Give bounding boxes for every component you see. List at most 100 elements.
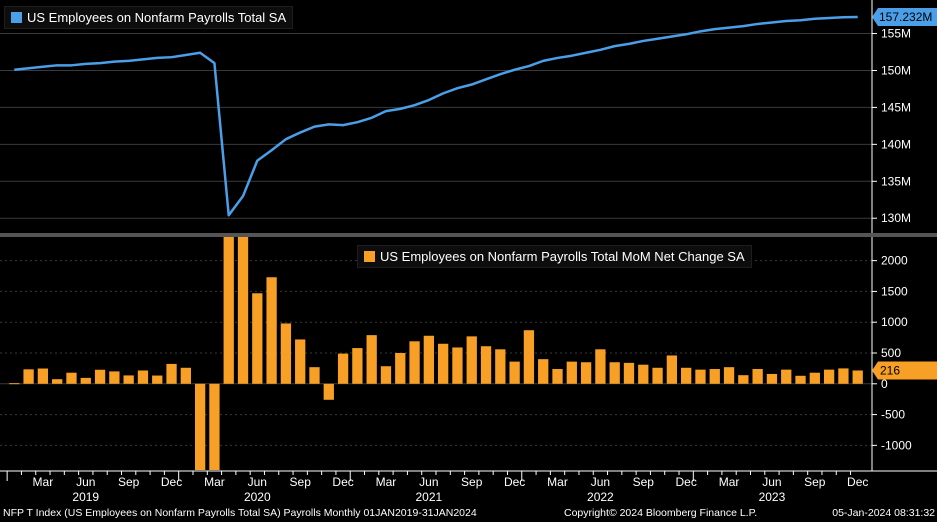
last-value-label-bar: 216 <box>880 363 900 377</box>
legend-label-line: US Employees on Nonfarm Payrolls Total S… <box>27 10 287 25</box>
bar <box>681 367 692 384</box>
legend-line-series: US Employees on Nonfarm Payrolls Total S… <box>4 6 294 29</box>
x-tick-label: Mar <box>719 475 740 489</box>
bar <box>480 346 492 384</box>
last-value-label-line: 157.232M <box>879 10 932 24</box>
bar <box>194 383 206 470</box>
bar <box>166 363 177 384</box>
bar <box>795 375 806 384</box>
bar <box>595 349 606 384</box>
line-path <box>14 15 858 217</box>
bar <box>137 370 149 384</box>
bar <box>409 341 420 384</box>
x-tick-label: Dec <box>504 475 525 489</box>
legend-bar-series: US Employees on Nonfarm Payrolls Total M… <box>357 245 752 268</box>
bar-series <box>9 236 863 470</box>
bar <box>709 369 720 384</box>
x-tick-label: Dec <box>675 475 696 489</box>
x-tick-label: Sep <box>118 475 140 489</box>
bar <box>638 364 649 384</box>
y-tick-label: 1500 <box>881 284 908 298</box>
bar <box>152 375 163 384</box>
bar <box>523 330 535 384</box>
bar <box>66 372 77 384</box>
bar <box>695 369 706 384</box>
bar <box>366 335 377 384</box>
x-tick-label: Sep <box>461 475 483 489</box>
y-tick-label: 2000 <box>881 254 908 268</box>
x-tick-label: Jun <box>591 475 610 489</box>
bar <box>9 383 20 385</box>
bar <box>395 353 406 384</box>
bar <box>237 236 249 384</box>
y-tick-label: 130M <box>881 211 911 225</box>
y-tick-label: 135M <box>881 174 911 188</box>
bar <box>823 369 835 384</box>
bar <box>781 369 792 384</box>
bar <box>52 379 63 384</box>
bar <box>337 353 349 384</box>
x-tick-label: Dec <box>332 475 353 489</box>
footer-ticker-info: NFP T Index (US Employees on Nonfarm Pay… <box>3 507 477 519</box>
bar <box>723 367 735 384</box>
x-year-label: 2020 <box>244 490 271 504</box>
x-tick-label: Sep <box>633 475 655 489</box>
bar <box>652 367 663 384</box>
legend-swatch-blue <box>11 12 22 23</box>
x-tick-label: Dec <box>161 475 182 489</box>
x-tick-label: Sep <box>804 475 826 489</box>
bar <box>109 371 120 384</box>
bar <box>838 368 849 384</box>
y-tick-label: 1000 <box>881 315 908 329</box>
bar <box>280 323 292 384</box>
top-y-ticks: 130M 135M 140M 145M 150M 155M <box>872 27 911 225</box>
bar <box>852 370 863 384</box>
bar <box>295 339 306 384</box>
bar <box>495 349 506 384</box>
x-tick-label: Mar <box>33 475 54 489</box>
last-value-tags: 157.232M 216 <box>872 8 937 380</box>
bar <box>580 362 592 384</box>
bar <box>380 366 392 384</box>
bar <box>738 375 749 384</box>
footer-timestamp: 05-Jan-2024 08:31:32 <box>832 507 935 519</box>
bar <box>323 383 334 400</box>
y-tick-label: 145M <box>881 100 911 114</box>
x-tick-label: Jun <box>76 475 95 489</box>
panel-divider <box>0 233 937 237</box>
y-tick-label: -1000 <box>881 438 912 452</box>
bar <box>423 335 434 384</box>
x-tick-label: Dec <box>847 475 868 489</box>
x-year-label: 2022 <box>587 490 614 504</box>
bar <box>552 369 563 384</box>
bar <box>309 367 320 384</box>
bar <box>623 362 635 384</box>
bar <box>180 367 191 384</box>
y-tick-label: 500 <box>881 346 901 360</box>
x-tick-label: Mar <box>547 475 568 489</box>
bar <box>252 293 263 384</box>
bar <box>509 361 520 384</box>
bar <box>266 277 277 384</box>
x-tick-label: Jun <box>762 475 781 489</box>
x-year-label: 2019 <box>72 490 99 504</box>
x-tick-label: Mar <box>376 475 397 489</box>
bar <box>766 373 778 384</box>
bar <box>809 372 820 384</box>
bar <box>566 361 577 384</box>
bar <box>94 369 106 384</box>
y-tick-label: 155M <box>881 27 911 41</box>
bottom-y-ticks: -1000 -500 0 500 1000 1500 2000 <box>872 254 912 452</box>
y-tick-label: 0 <box>881 377 888 391</box>
bar <box>752 369 763 384</box>
x-year-label: 2023 <box>759 490 786 504</box>
bar <box>23 369 34 384</box>
top-panel-gridlines <box>0 33 872 219</box>
y-tick-label: 150M <box>881 63 911 77</box>
x-tick-label: Jun <box>419 475 438 489</box>
axes <box>0 0 937 472</box>
x-tick-label: Mar <box>204 475 225 489</box>
bar <box>538 359 549 384</box>
bar <box>452 347 463 384</box>
bar <box>438 343 449 384</box>
